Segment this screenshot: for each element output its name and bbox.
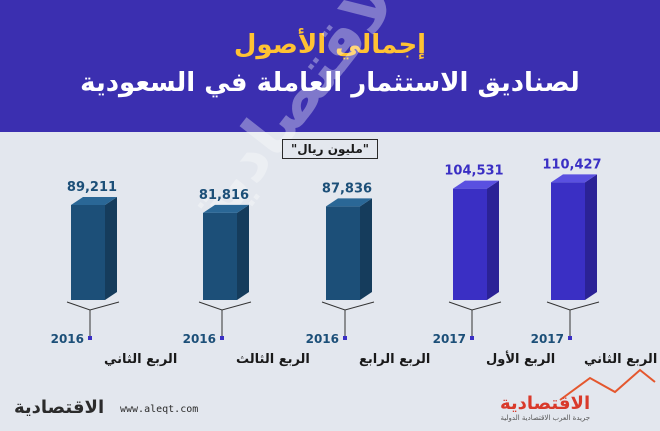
- bar: [551, 182, 585, 300]
- year-label: 2017: [531, 332, 564, 346]
- bar-top: [326, 198, 372, 207]
- value-label: 81,816: [199, 188, 249, 203]
- leader-marker: [568, 336, 572, 340]
- publisher-logo-left: الاقتصادية: [14, 397, 105, 418]
- chart-subtitle: لصناديق الاستثمار العاملة في السعودية: [80, 68, 580, 98]
- chart-title: إجمالي الأصول: [233, 30, 427, 60]
- bar: [453, 188, 487, 300]
- quarter-label: الربع الأول: [486, 350, 555, 367]
- bar-side: [360, 198, 372, 300]
- bar-top: [203, 204, 249, 213]
- bar-top: [551, 174, 597, 183]
- quarter-label: الربع الثالث: [236, 352, 310, 367]
- logo-right-name: الاقتصادية: [500, 393, 591, 414]
- quarter-label: الربع الثاني: [104, 352, 177, 367]
- bar: [71, 204, 105, 300]
- leader-marker: [88, 336, 92, 340]
- year-label: 2016: [183, 332, 216, 346]
- trend-arrow-icon: [559, 368, 656, 401]
- bar-side: [487, 180, 499, 300]
- bar-bracket: [546, 301, 600, 311]
- bar: [203, 212, 237, 300]
- leader-marker: [343, 336, 347, 340]
- quarter-label: الربع الرابع: [359, 352, 430, 367]
- logo-right-tagline: جريدة العرب الاقتصادية الدولية: [500, 414, 591, 422]
- leader-marker: [220, 336, 224, 340]
- bar-side: [585, 174, 597, 300]
- year-label: 2017: [433, 332, 466, 346]
- website-url: www.aleqt.com: [120, 404, 199, 415]
- bar-top: [453, 180, 499, 189]
- bar-bracket: [66, 301, 120, 311]
- header-banner: إجمالي الأصول لصناديق الاستثمار العاملة …: [0, 0, 660, 132]
- unit-label: "مليون ريال": [282, 139, 379, 159]
- leader-marker: [470, 336, 474, 340]
- value-label: 89,211: [67, 180, 117, 195]
- bar-bracket: [448, 301, 502, 311]
- bar-top: [71, 196, 117, 205]
- year-label: 2016: [51, 332, 84, 346]
- bar-bracket: [321, 301, 375, 311]
- value-label: 110,427: [542, 157, 601, 172]
- quarter-label: الربع الثاني: [584, 352, 657, 367]
- bar-side: [105, 196, 117, 300]
- bar: [326, 206, 360, 300]
- bar-bracket: [198, 301, 252, 311]
- year-label: 2016: [306, 332, 339, 346]
- bar-side: [237, 204, 249, 300]
- value-label: 87,836: [322, 181, 372, 196]
- publisher-logo-right: الاقتصادية جريدة العرب الاقتصادية الدولي…: [500, 393, 590, 422]
- value-label: 104,531: [444, 164, 503, 179]
